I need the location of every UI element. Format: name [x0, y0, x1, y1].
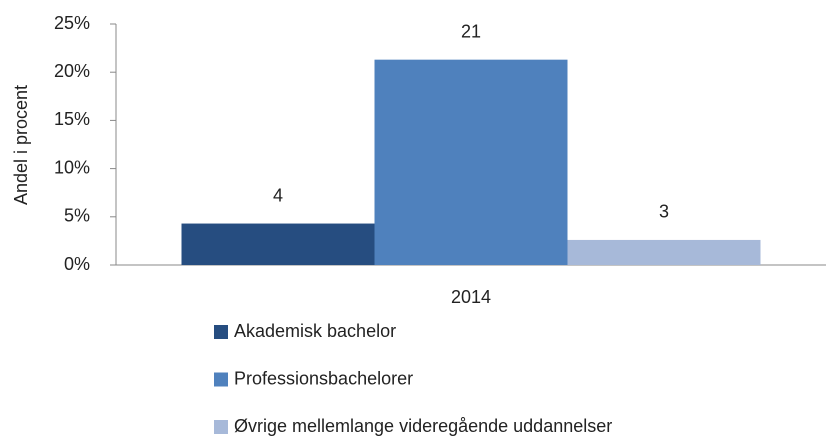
x-tick-label: 2014	[451, 287, 491, 307]
y-axis-title: Andel i procent	[11, 85, 31, 205]
y-tick-label: 20%	[54, 61, 90, 81]
value-label: 3	[659, 202, 669, 222]
bar	[567, 239, 761, 265]
value-label: 21	[461, 21, 481, 41]
value-label: 4	[273, 185, 283, 205]
legend-swatch	[214, 420, 228, 434]
y-tick-label: 15%	[54, 109, 90, 129]
y-tick-label: 25%	[54, 13, 90, 33]
y-tick-label: 10%	[54, 157, 90, 177]
legend-swatch	[214, 325, 228, 339]
legend-swatch	[214, 372, 228, 387]
bar	[181, 223, 375, 265]
legend-label: Øvrige mellemlange videregående uddannel…	[234, 416, 612, 436]
y-tick-label: 0%	[64, 254, 90, 274]
legend-label: Akademisk bachelor	[234, 321, 396, 341]
bar	[374, 59, 568, 265]
y-tick-label: 5%	[64, 206, 90, 226]
legend-label: Professionsbachelorer	[234, 368, 413, 388]
